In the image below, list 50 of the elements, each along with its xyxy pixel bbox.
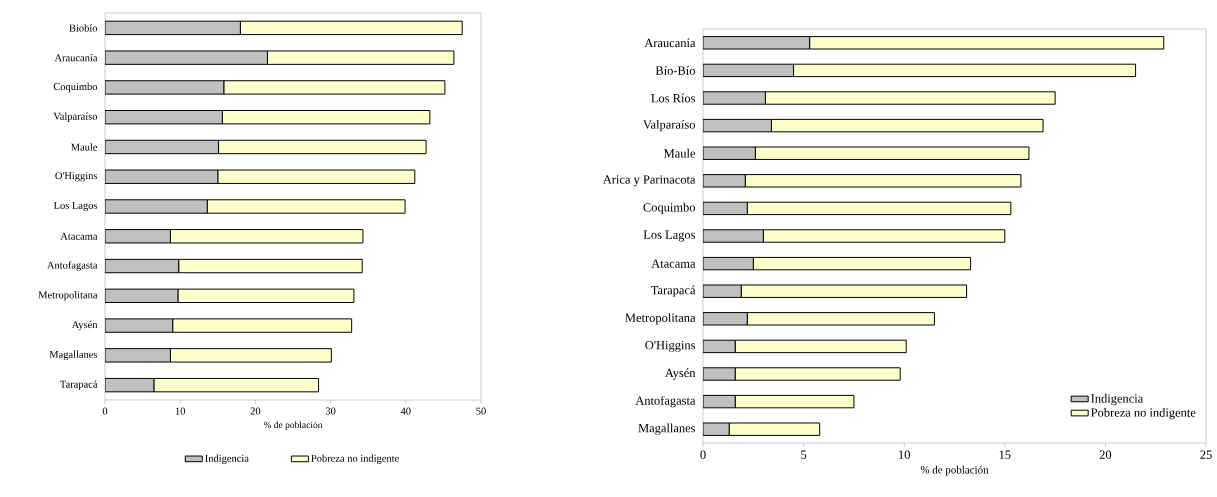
y-tick-label: Aysén xyxy=(664,368,696,380)
y-tick-label: Araucanía xyxy=(54,53,98,62)
y-tick-label: Los Ríos xyxy=(651,93,696,103)
bar xyxy=(703,229,764,243)
y-tick-label: Arica y Parinacota xyxy=(602,175,696,187)
y-tick-label: Valparaíso xyxy=(53,112,98,122)
legend-label: Pobreza no indigente xyxy=(1091,407,1196,420)
y-tick-label: Biobío xyxy=(69,24,98,32)
y-tick-label: Tarapacá xyxy=(650,285,696,297)
y-tick-label: Atacama xyxy=(60,232,98,240)
bar xyxy=(105,199,208,214)
y-tick-label: Coquimbo xyxy=(643,202,696,215)
x-tick-label: 25 xyxy=(1200,450,1212,459)
y-tick-label: Antofagasta xyxy=(47,261,98,271)
x-axis-title: % de población xyxy=(920,465,989,476)
y-tick-label: Maule xyxy=(71,143,98,151)
y-tick-label: Magallanes xyxy=(638,423,696,435)
x-tick-label: 15 xyxy=(999,450,1011,459)
x-axis-title: % de población xyxy=(263,421,323,431)
y-tick-label: Los Lagos xyxy=(53,201,98,212)
y-tick-label: Coquimbo xyxy=(53,82,98,93)
y-tick-label: Maule xyxy=(664,148,696,158)
y-tick-label: Antofagasta xyxy=(635,395,696,408)
x-tick-label: 5 xyxy=(801,450,807,459)
y-tick-label: Magallanes xyxy=(49,350,98,361)
y-tick-label: O'Higgins xyxy=(55,172,98,182)
x-tick-label: 20 xyxy=(1099,450,1112,459)
x-tick-label: 40 xyxy=(400,407,411,415)
y-tick-label: Araucanía xyxy=(644,38,696,48)
x-tick-label: 0 xyxy=(700,450,706,459)
y-tick-label: Tarapacá xyxy=(60,380,98,390)
y-tick-label: Bío-Bío xyxy=(655,66,696,75)
x-tick-label: 50 xyxy=(476,407,486,415)
legend-label: Pobreza no indigente xyxy=(311,454,399,465)
y-tick-label: Atacama xyxy=(651,259,696,268)
x-tick-label: 10 xyxy=(899,450,910,459)
x-tick-label: 30 xyxy=(325,407,336,415)
y-tick-label: Metropolitana xyxy=(625,313,696,325)
y-tick-label: Los Lagos xyxy=(643,230,696,242)
x-tick-label: 20 xyxy=(250,407,261,415)
y-tick-label: Valparaíso xyxy=(643,119,696,132)
bar xyxy=(703,91,766,105)
y-tick-label: O'Higgins xyxy=(645,340,696,352)
y-tick-label: Metropolitana xyxy=(38,291,98,301)
legend-label: Indigencia xyxy=(1091,393,1144,406)
bar xyxy=(703,367,736,381)
x-tick-label: 10 xyxy=(175,407,186,415)
x-tick-label: 0 xyxy=(102,407,108,415)
legend-label: Indigencia xyxy=(205,454,249,465)
y-tick-label: Aysén xyxy=(71,320,98,331)
